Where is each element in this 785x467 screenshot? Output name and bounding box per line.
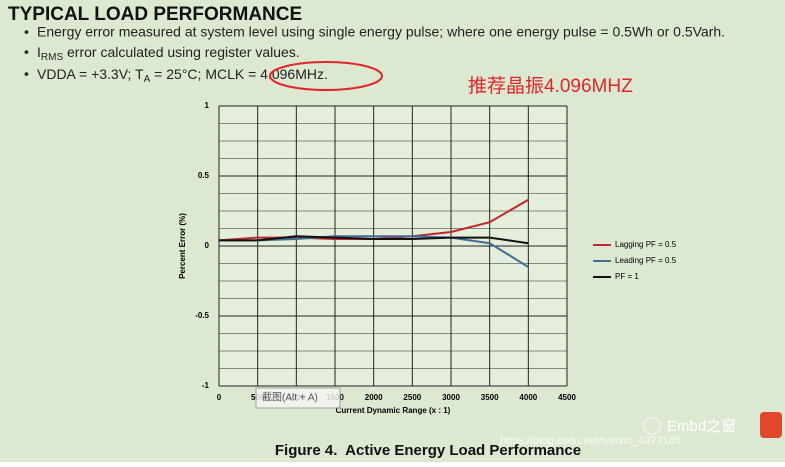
caption: Figure 4. Active Energy Load Performance	[275, 442, 581, 459]
account: Embd之窗	[667, 417, 736, 435]
bullet-text: VDDA = +3.3V; T	[37, 66, 144, 82]
x-tick-label: 3500	[481, 393, 499, 402]
legend-label: Leading PF = 0.5	[615, 256, 677, 265]
watermark: https://blog.csdn.net/weixin_4377185	[500, 435, 681, 447]
tooltip-box	[255, 387, 341, 409]
y-tick-label: 1	[205, 101, 210, 110]
heading: TYPICAL LOAD PERFORMANCE	[8, 4, 302, 25]
y-tick-label: -1	[202, 381, 210, 390]
bullet-marker: •	[24, 66, 29, 82]
x-tick-label: 0	[217, 393, 222, 402]
bullet-marker: •	[24, 44, 29, 60]
x-tick-label: 2000	[365, 393, 383, 402]
subscript: RMS	[41, 52, 64, 63]
logo	[760, 412, 782, 438]
x-tick-label: 4500	[558, 393, 576, 402]
wechat-icon	[643, 417, 661, 435]
annotation: 推荐晶振4.096MHZ	[468, 75, 633, 97]
series-line	[219, 235, 529, 245]
y-axis-label: Percent Error (%)	[178, 213, 187, 279]
bullet-marker: •	[24, 24, 29, 40]
legend-label: PF = 1	[615, 272, 639, 281]
x-axis-label: Current Dynamic Range (x : 1)	[336, 406, 451, 415]
bullet-text: = 25°C; MCLK = 4.096MHz.	[150, 66, 328, 82]
x-tick-label: 4000	[519, 393, 537, 402]
bullet-text: I	[37, 44, 41, 60]
bullet: VDDA = +3.3V; TA = 25°C; MCLK = 4.096MHz…	[37, 66, 328, 85]
bullet: Energy error measured at system level us…	[37, 24, 725, 40]
x-tick-label: 2500	[403, 393, 421, 402]
tooltip: 截图(Alt + A)	[262, 391, 318, 404]
y-tick-label: -0.5	[195, 311, 209, 320]
highlight-ellipse	[269, 61, 383, 91]
subscript: A	[144, 74, 151, 85]
x-tick-label: 3000	[442, 393, 460, 402]
legend-label: Lagging PF = 0.5	[615, 240, 677, 249]
bullet: IRMS error calculated using register val…	[37, 44, 300, 63]
y-tick-label: 0	[205, 241, 210, 250]
y-tick-label: 0.5	[198, 171, 210, 180]
bullet-text: error calculated using register values.	[63, 44, 300, 60]
